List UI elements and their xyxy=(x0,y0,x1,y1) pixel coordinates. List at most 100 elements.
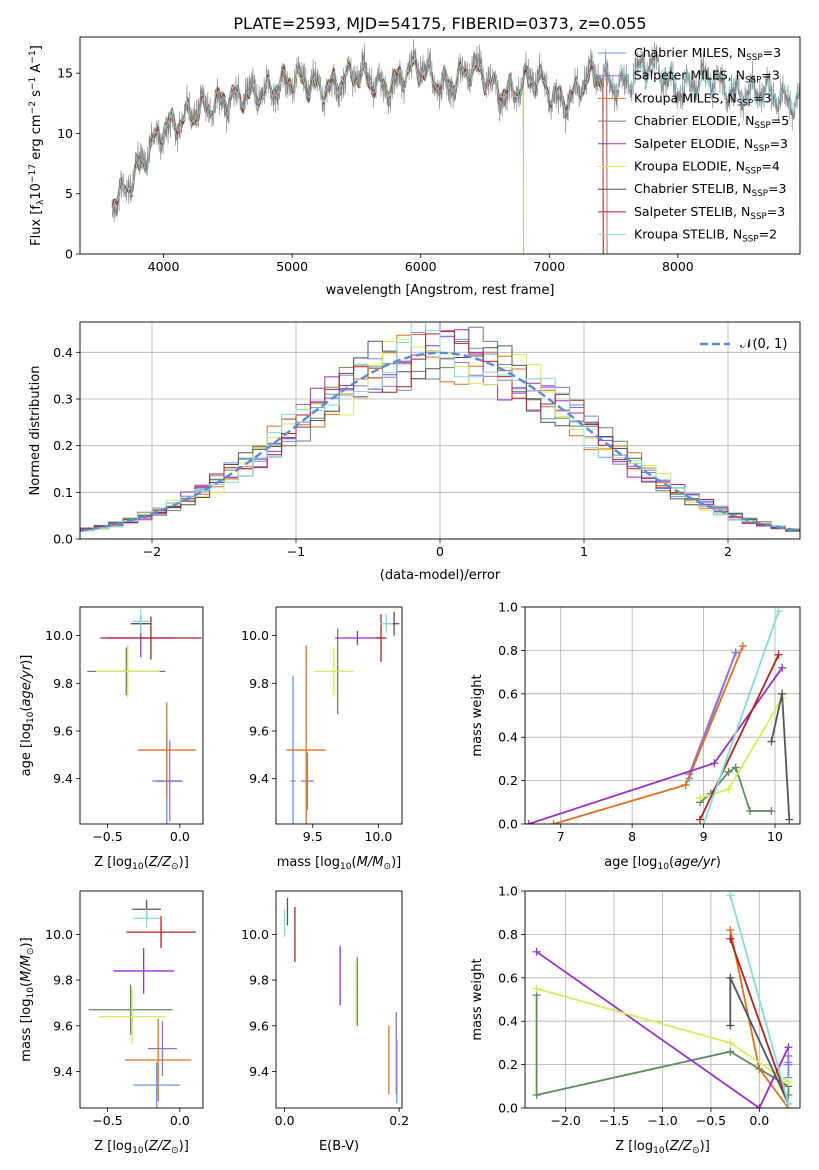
legend: 𝒩(0, 1) xyxy=(700,337,787,352)
y-tick-label: 5 xyxy=(65,186,73,201)
weight-marker xyxy=(784,1077,793,1086)
weight-line xyxy=(702,611,780,824)
x-axis-label: wavelength [Angstrom, rest frame] xyxy=(326,283,555,298)
x-axis-label: Z [log10(Z/Z⊙)] xyxy=(94,1139,189,1156)
x-axis-label: mass [log10(M/M⊙)] xyxy=(277,855,401,872)
legend-label: Salpeter STELIB, NSSP=3 xyxy=(634,204,785,222)
x-axis-label: age [log10(age/yr) xyxy=(604,855,721,872)
weight-marker xyxy=(784,1051,793,1060)
y-axis-label: mass weight xyxy=(470,674,485,756)
weight-marker xyxy=(726,1021,735,1030)
weight-marker xyxy=(778,663,787,672)
x-tick-label: −0.5 xyxy=(92,1113,122,1128)
weight-line xyxy=(729,895,790,1104)
x-tick-label: 1 xyxy=(580,544,588,559)
y-tick-label: 9.8 xyxy=(53,973,73,988)
residual-histogram-panel: −2 −1 0 1 2 0.0 0.1 0.2 0.3 0.4 (data-model)/error… xyxy=(28,321,801,583)
legend-label: Chabrier MILES, NSSP=3 xyxy=(634,45,781,63)
weight-line xyxy=(699,654,780,821)
spectrum-panel: 4000 5000 6000 7000 8000 0 5 10 15 wavelength [An… xyxy=(28,36,801,298)
y-tick-label: 0.4 xyxy=(498,730,518,745)
axes-frame xyxy=(79,606,204,825)
legend-label: Salpeter MILES, NSSP=3 xyxy=(634,68,780,86)
weight-marker xyxy=(726,934,735,943)
x-axis-label: E(B-V) xyxy=(319,1139,359,1154)
x-tick-label: 0.0 xyxy=(170,829,190,844)
x-tick-label: 0.0 xyxy=(275,1113,295,1128)
y-axis-label: Normed distribution xyxy=(28,366,43,496)
y-axis-label: mass weight xyxy=(470,958,485,1040)
weight-marker xyxy=(746,806,754,815)
y-tick-label: 0.2 xyxy=(498,773,518,788)
axes-frame xyxy=(524,606,801,825)
weight-marker xyxy=(699,820,708,824)
weight-marker xyxy=(532,984,541,993)
plot-area xyxy=(111,39,800,254)
residual-histogram-step xyxy=(80,322,800,531)
x-tick-label: −2 xyxy=(143,544,161,559)
plot-area xyxy=(88,900,196,1108)
weight-line xyxy=(688,652,737,775)
x-tick-label: 0.0 xyxy=(170,1113,190,1128)
axes-frame xyxy=(524,890,801,1109)
x-tick-label: −1.0 xyxy=(647,1113,677,1128)
y-tick-label: 0.0 xyxy=(498,1101,518,1116)
y-tick-label: 9.6 xyxy=(53,724,73,739)
x-tick-label: 5000 xyxy=(276,259,308,274)
y-tick-label: 9.4 xyxy=(249,771,269,786)
x-tick-label: −2.0 xyxy=(550,1113,580,1128)
x-tick-label: 8000 xyxy=(662,259,694,274)
x-tick-label: 10 xyxy=(767,829,783,844)
x-tick-label: 2 xyxy=(724,544,732,559)
weight-marker xyxy=(726,973,735,982)
x-tick-label: 4000 xyxy=(148,259,180,274)
weight-marker xyxy=(784,1043,793,1052)
y-tick-label: 9.6 xyxy=(249,724,269,739)
weight-marker xyxy=(784,1060,793,1069)
weights-vs-metallicity-panel: −2.0 −1.5 −1.0 −0.5 0.0 0.0 0.2 0.4 0.6 0.8 1.0 Z [… xyxy=(470,884,801,1156)
weight-marker xyxy=(778,689,787,698)
x-tick-label: 6000 xyxy=(405,259,437,274)
axes-frame xyxy=(79,890,204,1109)
weight-marker xyxy=(767,806,776,815)
weight-marker xyxy=(532,1090,541,1099)
weights-vs-age-panel: 7 8 9 10 0.0 0.2 0.4 0.6 0.8 1.0 age [log10(age/yr… xyxy=(470,600,801,872)
y-tick-label: 0.1 xyxy=(53,485,73,500)
y-tick-label: 1.0 xyxy=(498,600,518,615)
y-tick-label: 9.6 xyxy=(249,1018,269,1033)
y-tick-label: 9.6 xyxy=(53,1018,73,1033)
legend-label: Kroupa ELODIE, NSSP=4 xyxy=(634,159,780,177)
weight-marker xyxy=(724,767,733,776)
x-tick-label: 0.0 xyxy=(749,1113,769,1128)
residual-histogram-step xyxy=(80,340,800,531)
weight-marker xyxy=(731,648,740,657)
weight-marker xyxy=(767,737,776,746)
x-tick-label: 8 xyxy=(628,829,636,844)
weight-line xyxy=(729,938,790,1104)
weight-marker xyxy=(696,815,704,824)
age-vs-metallicity-panel: −0.5 0.0 9.4 9.6 9.8 10.0 Z [log10(Z/Z⊙)] age [… xyxy=(19,606,204,872)
y-tick-label: 10.0 xyxy=(241,927,269,942)
plot-area xyxy=(87,609,202,824)
axes-frame xyxy=(79,36,801,255)
y-tick-label: 10 xyxy=(57,126,73,141)
weight-marker xyxy=(681,780,690,789)
x-axis-label: (data-model)/error xyxy=(380,568,501,583)
x-tick-label: 7000 xyxy=(533,259,565,274)
x-tick-label: 9.5 xyxy=(303,829,323,844)
y-tick-label: 0.0 xyxy=(498,817,518,832)
legend-label: Kroupa MILES, NSSP=3 xyxy=(634,90,772,108)
plot-area xyxy=(532,891,793,1108)
y-tick-label: 9.8 xyxy=(53,676,73,691)
weight-marker xyxy=(738,642,747,651)
weight-marker xyxy=(755,1104,764,1108)
y-tick-label: 0.0 xyxy=(53,532,73,547)
model-spectrum-line xyxy=(111,56,525,254)
weight-marker xyxy=(525,820,533,824)
y-tick-label: 15 xyxy=(57,66,73,81)
y-tick-label: 0 xyxy=(65,247,73,262)
axes-frame xyxy=(275,606,403,825)
x-tick-label: −0.5 xyxy=(92,829,122,844)
weight-marker xyxy=(726,1038,735,1047)
y-tick-label: 0.3 xyxy=(53,392,73,407)
